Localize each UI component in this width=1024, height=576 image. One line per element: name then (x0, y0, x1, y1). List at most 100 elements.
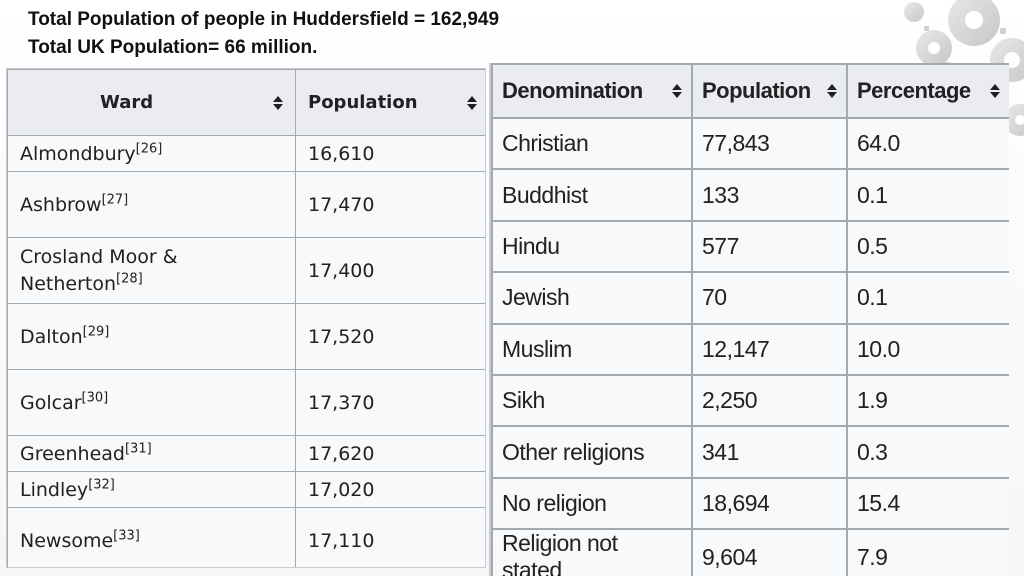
reference-link[interactable]: [31] (124, 441, 152, 457)
denomination-cell: Muslim (491, 322, 693, 376)
population-cell: 17,110 (295, 507, 485, 567)
ward-cell: Golcar[30] (7, 369, 296, 436)
reference-link[interactable]: [30] (81, 390, 109, 406)
percentage-cell: 1.9 (846, 373, 1009, 428)
percentage-cell: 10.0 (846, 322, 1009, 376)
population-cell: 18,694 (691, 476, 848, 531)
sort-icon[interactable] (467, 95, 477, 110)
table-row: Buddhist 133 0.1 (491, 168, 1009, 222)
denomination-column-label: Denomination (502, 78, 643, 103)
table-row: Jewish 70 0.1 (491, 271, 1009, 325)
sort-icon[interactable] (273, 95, 283, 110)
population-column-label: Population (308, 92, 418, 113)
reference-link[interactable]: [26] (135, 141, 163, 157)
table-row: No religion 18,694 15.4 (491, 476, 1009, 531)
population-cell: 77,843 (691, 116, 848, 171)
table-row: Sikh 2,250 1.9 (491, 373, 1009, 428)
ward-column-label: Ward (100, 92, 154, 113)
population-cell: 17,370 (295, 369, 485, 436)
ward-name: Almondbury (20, 142, 136, 165)
ward-name: Lindley (20, 478, 89, 501)
percentage-cell: 0.3 (846, 425, 1009, 479)
population-cell: 12,147 (691, 322, 848, 376)
population-cell: 17,620 (295, 435, 485, 472)
denomination-cell: Hindu (491, 219, 693, 274)
sort-icon[interactable] (827, 84, 837, 98)
ward-name: Dalton (20, 325, 83, 348)
population-cell: 577 (691, 219, 848, 274)
reference-link[interactable]: [28] (116, 271, 143, 287)
table-row: Golcar[30] 17,370 (7, 369, 485, 436)
ward-column-header[interactable]: Ward (7, 69, 296, 136)
table-row: Religion not stated 9,604 7.9 (491, 528, 1009, 576)
table-row: Greenhead[31] 17,620 (7, 435, 485, 472)
reference-link[interactable]: [32] (88, 477, 115, 493)
population-cell: 17,520 (295, 303, 485, 370)
population-column-label: Population (702, 78, 811, 103)
reference-link[interactable]: [29] (82, 324, 110, 340)
ward-cell: Greenhead[31] (7, 435, 296, 472)
population-cell: 341 (691, 425, 848, 479)
reference-link[interactable]: [33] (113, 528, 140, 544)
table-row: Muslim 12,147 10.0 (491, 322, 1009, 376)
ward-cell: Almondbury[26] (7, 135, 296, 172)
percentage-cell: 7.9 (846, 528, 1009, 576)
percentage-cell: 15.4 (846, 476, 1009, 531)
total-huddersfield-population: Total Population of people in Huddersfie… (28, 9, 500, 30)
denomination-column-header[interactable]: Denomination (491, 63, 693, 119)
ward-table-panel: Ward Population Almondbury[26] 16,610 As (6, 68, 486, 568)
header-text: Total Population of people in Huddersfie… (28, 6, 499, 62)
sort-icon[interactable] (672, 84, 682, 98)
ward-cell: Lindley[32] (7, 471, 296, 508)
percentage-cell: 0.1 (846, 168, 1009, 222)
table-row: Other religions 341 0.3 (491, 425, 1009, 479)
table-row: Newsome[33] 17,110 (7, 507, 485, 567)
denomination-cell: Jewish (491, 271, 693, 325)
denomination-cell: Other religions (491, 425, 693, 479)
percentage-column-label: Percentage (857, 78, 971, 103)
percentage-cell: 0.5 (846, 219, 1009, 274)
ward-table: Ward Population Almondbury[26] 16,610 As (7, 69, 485, 567)
ward-name: Newsome (20, 529, 114, 552)
table-row: Almondbury[26] 16,610 (7, 135, 485, 172)
denomination-cell: Buddhist (491, 168, 693, 222)
percentage-cell: 64.0 (846, 116, 1009, 171)
denomination-cell: Christian (491, 116, 693, 171)
population-cell: 133 (691, 168, 848, 222)
population-cell: 17,400 (295, 237, 485, 304)
denomination-cell: Sikh (491, 373, 693, 428)
population-column-header[interactable]: Population (295, 69, 485, 136)
percentage-column-header[interactable]: Percentage (846, 63, 1009, 119)
population-cell: 17,470 (295, 171, 485, 238)
total-uk-population: Total UK Population= 66 million. (28, 37, 318, 58)
denomination-cell: Religion not stated (491, 528, 693, 576)
ward-cell: Newsome[33] (7, 507, 296, 567)
ward-name: Crosland Moor & (20, 245, 178, 268)
ward-cell: Crosland Moor & Netherton[28] (7, 237, 296, 304)
table-row: Christian 77,843 64.0 (491, 116, 1009, 171)
population-column-header[interactable]: Population (691, 63, 848, 119)
ward-name: Greenhead (20, 442, 125, 465)
population-cell: 9,604 (691, 528, 848, 576)
population-cell: 70 (691, 271, 848, 325)
ward-table-header-row: Ward Population (7, 69, 485, 136)
sort-icon[interactable] (990, 84, 1000, 98)
reference-link[interactable]: [27] (101, 192, 129, 208)
table-row: Lindley[32] 17,020 (7, 471, 485, 508)
table-row: Dalton[29] 17,520 (7, 303, 485, 370)
religion-table-panel: Denomination Population Percentage (489, 63, 1009, 576)
table-row: Hindu 577 0.5 (491, 219, 1009, 274)
population-cell: 16,610 (295, 135, 485, 172)
table-row: Ashbrow[27] 17,470 (7, 171, 485, 238)
ward-cell: Dalton[29] (7, 303, 296, 370)
ward-name: Golcar (20, 391, 82, 414)
religion-table: Denomination Population Percentage (491, 63, 1009, 576)
percentage-cell: 0.1 (846, 271, 1009, 325)
population-cell: 2,250 (691, 373, 848, 428)
ward-cell: Ashbrow[27] (7, 171, 296, 238)
ward-name: Ashbrow (20, 193, 102, 216)
ward-name-line2: Netherton (20, 272, 117, 295)
population-cell: 17,020 (295, 471, 485, 508)
religion-table-header-row: Denomination Population Percentage (491, 63, 1009, 119)
table-row: Crosland Moor & Netherton[28] 17,400 (7, 237, 485, 304)
